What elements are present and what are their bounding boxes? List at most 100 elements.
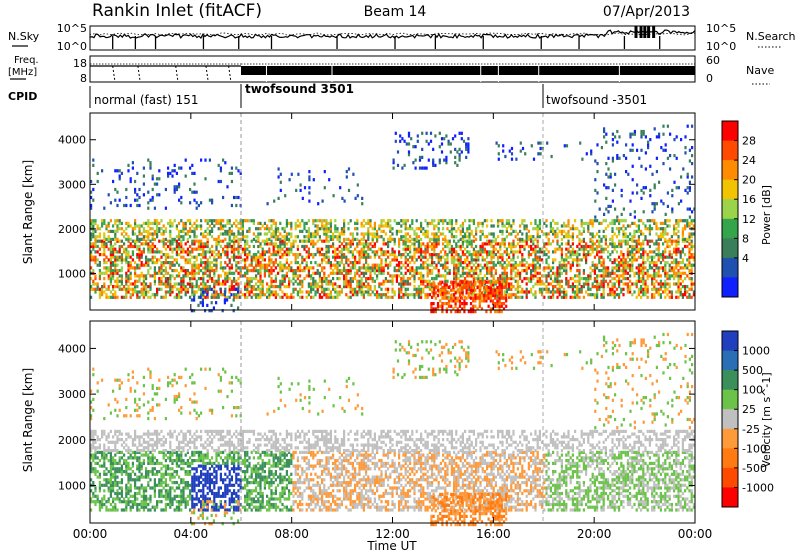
power-cell xyxy=(195,290,198,294)
power-cell xyxy=(259,290,262,294)
power-cell xyxy=(418,166,422,170)
power-cell xyxy=(545,277,548,281)
power-cell xyxy=(114,235,117,239)
power-cell xyxy=(325,227,328,231)
power-cell xyxy=(637,239,640,243)
power-cell xyxy=(211,198,214,202)
power-cell xyxy=(224,237,227,241)
power-cell xyxy=(629,212,632,216)
power-cell xyxy=(525,295,528,299)
power-cell xyxy=(503,237,506,241)
power-cell xyxy=(138,247,141,251)
power-cell xyxy=(332,232,335,236)
power-cell xyxy=(464,247,467,251)
power-cell xyxy=(413,244,416,249)
power-cell xyxy=(145,293,148,297)
power-cell xyxy=(629,135,632,139)
power-cell xyxy=(237,261,240,265)
power-cell xyxy=(393,290,396,294)
power-cell xyxy=(250,279,253,283)
power-cell xyxy=(400,224,403,228)
power-cell xyxy=(445,161,448,165)
power-cell xyxy=(481,250,484,254)
power-cell xyxy=(433,253,436,257)
power-cell xyxy=(530,269,533,273)
power-cell xyxy=(373,242,376,246)
power-cell xyxy=(191,271,194,275)
power-cell xyxy=(644,135,647,139)
power-cell xyxy=(325,282,328,286)
power-cell xyxy=(373,235,376,239)
power-cell xyxy=(138,203,141,208)
power-cell xyxy=(492,285,495,289)
power-cell xyxy=(560,247,563,251)
power-cell xyxy=(158,266,161,270)
power-cell xyxy=(96,285,99,289)
power-cell xyxy=(241,293,244,297)
power-cell xyxy=(413,293,416,297)
power-cell xyxy=(527,229,530,233)
power-cell xyxy=(164,282,167,286)
power-cell xyxy=(664,295,667,299)
power-cell xyxy=(613,282,616,286)
power-cell xyxy=(358,287,361,291)
power-cell xyxy=(395,263,398,267)
power-cell xyxy=(406,282,409,286)
power-cell xyxy=(213,219,216,223)
power-cell xyxy=(459,295,462,299)
power-cell xyxy=(662,162,665,166)
power-cell xyxy=(349,250,352,254)
power-cell xyxy=(670,261,673,265)
power-cell xyxy=(532,239,535,243)
power-cell xyxy=(600,247,603,251)
power-cell xyxy=(349,279,352,283)
power-cell xyxy=(178,274,181,278)
power-cell xyxy=(446,227,449,231)
power-cell xyxy=(378,295,381,299)
power-cell xyxy=(147,229,150,233)
power-cell xyxy=(360,247,363,251)
power-cell xyxy=(523,269,526,273)
power-cell xyxy=(690,266,693,270)
power-cell xyxy=(98,269,101,273)
power-cell xyxy=(296,277,299,281)
power-cell xyxy=(653,250,656,254)
power-cell xyxy=(620,188,623,192)
power-cell xyxy=(401,166,404,170)
power-cell xyxy=(268,285,271,289)
power-cell xyxy=(248,263,251,267)
power-cell xyxy=(395,269,398,273)
power-cell xyxy=(633,271,636,275)
power-cell xyxy=(101,290,104,294)
power-cell xyxy=(558,274,561,278)
power-cell xyxy=(327,282,330,286)
power-cell xyxy=(646,239,649,243)
power-cell xyxy=(567,285,570,289)
power-cell xyxy=(686,237,689,241)
power-cell xyxy=(347,237,350,241)
power-cell xyxy=(400,279,403,283)
power-cell xyxy=(281,269,284,273)
power-cell xyxy=(525,232,528,236)
power-cell xyxy=(285,219,288,223)
power-cell xyxy=(545,242,548,246)
power-cell xyxy=(556,287,559,291)
power-cell xyxy=(105,261,108,265)
power-cell xyxy=(556,227,559,231)
power-cell xyxy=(354,274,357,278)
power-cell xyxy=(325,232,328,236)
power-cell xyxy=(444,258,447,262)
power-cell xyxy=(602,271,605,275)
power-cell xyxy=(129,266,132,270)
power-cell xyxy=(314,261,317,265)
power-cell xyxy=(180,242,183,246)
power-cell xyxy=(428,221,431,225)
power-cell xyxy=(376,290,379,294)
power-cell xyxy=(334,229,337,233)
power-cell xyxy=(600,274,603,278)
power-cell xyxy=(332,244,335,249)
power-cell xyxy=(142,182,145,186)
noise-trace xyxy=(89,26,696,49)
power-cell xyxy=(481,224,484,228)
power-cell xyxy=(677,285,680,289)
